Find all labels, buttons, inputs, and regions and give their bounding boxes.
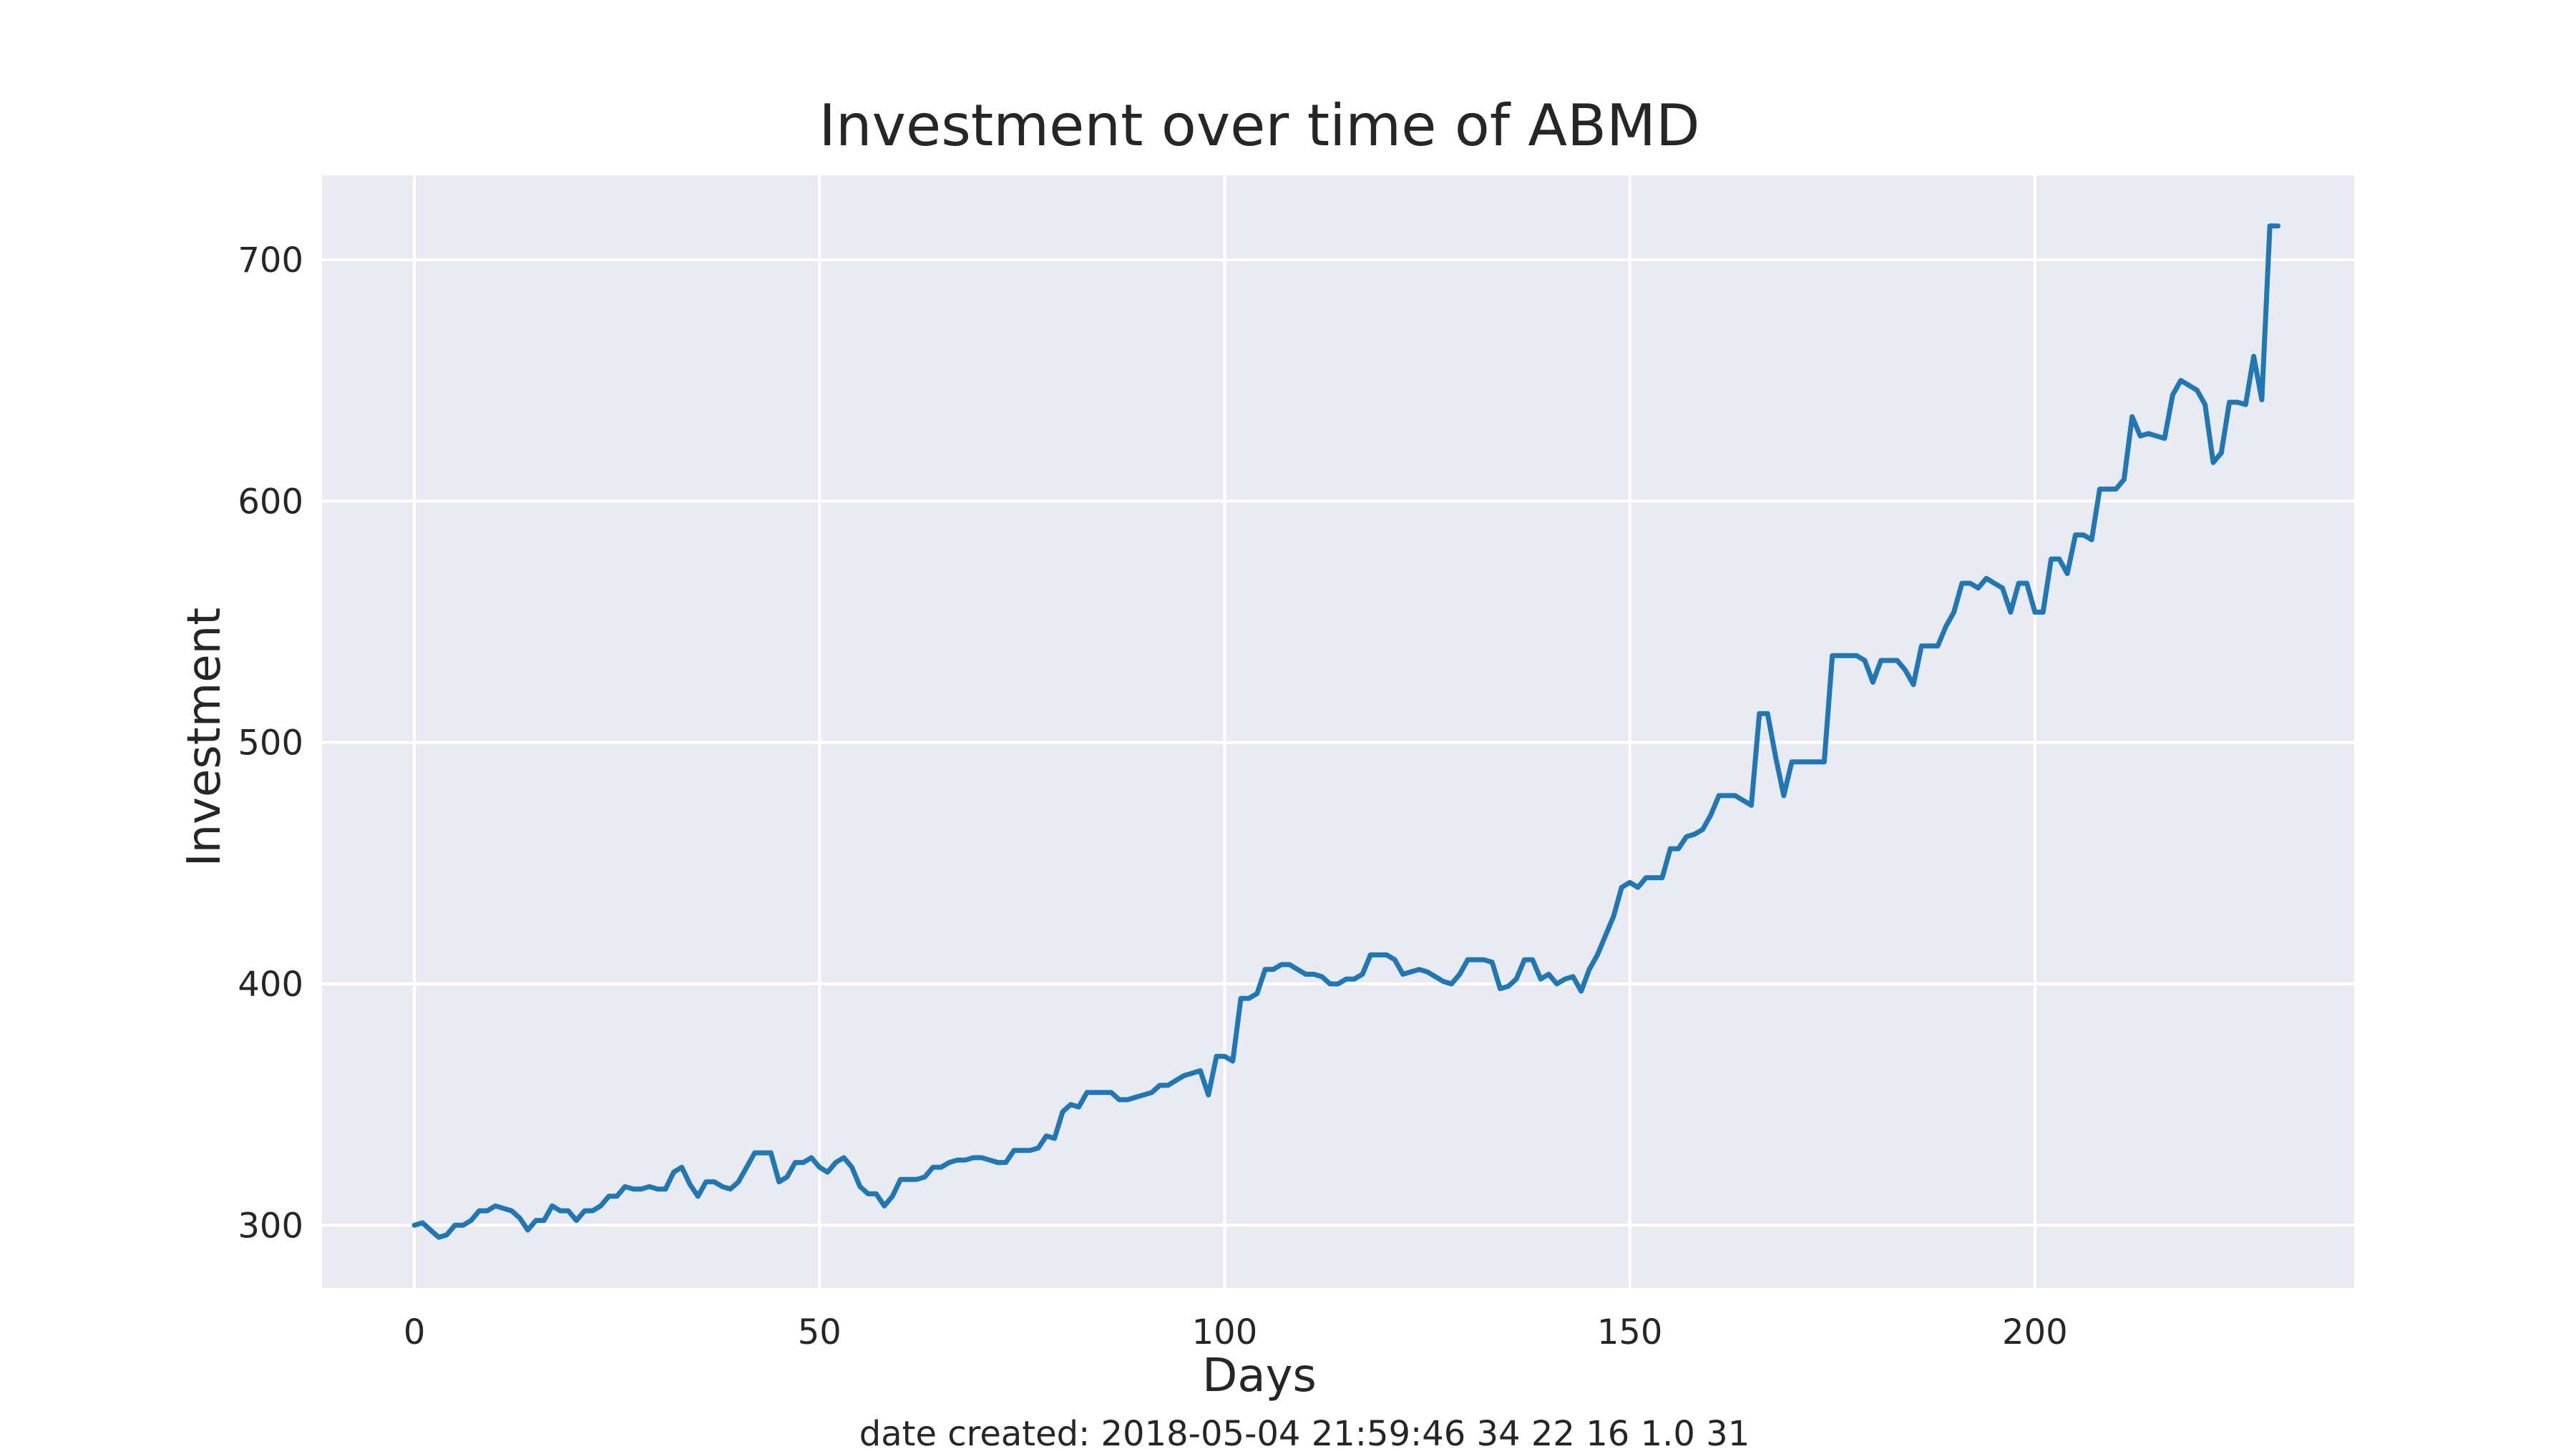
plot-area (322, 175, 2354, 1288)
x-tick-labels: 0 50 100 150 200 (404, 1312, 2068, 1352)
y-tick-label: 700 (238, 240, 303, 280)
chart-title: Investment over time of ABMD (819, 92, 1699, 159)
x-tick-label: 100 (1192, 1312, 1258, 1352)
footer-text: date created: 2018-05-04 21:59:46 34 22 … (859, 1414, 1750, 1449)
series-line (411, 223, 2281, 1240)
x-tick-label: 50 (798, 1312, 841, 1352)
y-tick-label: 500 (238, 723, 303, 763)
x-tick-label: 200 (2002, 1312, 2068, 1352)
x-tick-label: 0 (404, 1312, 426, 1352)
y-axis-label: Investment (178, 608, 231, 867)
y-tick-label: 600 (238, 482, 303, 522)
x-axis-label: Days (1202, 1350, 1317, 1402)
x-tick-label: 150 (1597, 1312, 1663, 1352)
y-gridlines (322, 258, 2354, 1227)
y-tick-label: 400 (238, 965, 303, 1005)
y-tick-labels: 300 400 500 600 700 (238, 240, 303, 1246)
y-tick-label: 300 (238, 1206, 303, 1246)
x-gridlines (413, 175, 2036, 1288)
